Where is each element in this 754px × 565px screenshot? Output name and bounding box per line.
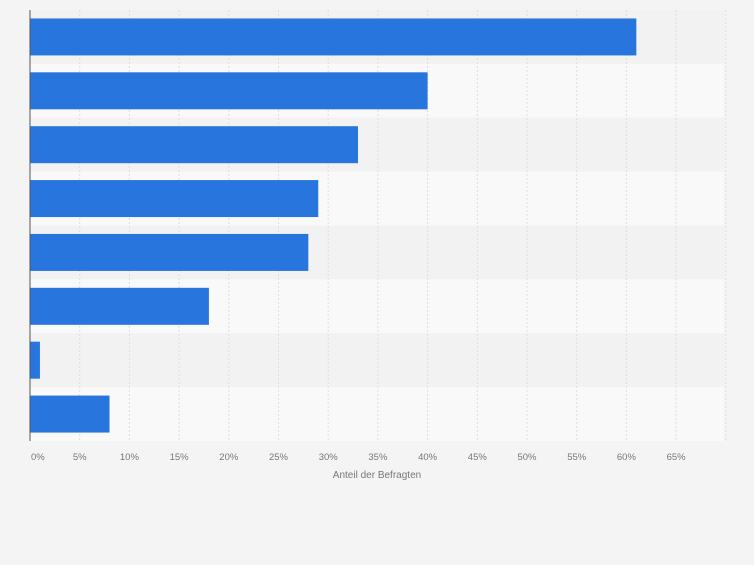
x-tick-label: 0% bbox=[31, 452, 45, 463]
bar bbox=[30, 287, 209, 325]
x-tick-label: 65% bbox=[667, 452, 687, 463]
x-tick-label: 45% bbox=[468, 452, 488, 463]
x-tick-label: 40% bbox=[418, 452, 438, 463]
x-tick-label: 50% bbox=[517, 452, 537, 463]
row-band bbox=[30, 333, 724, 388]
x-tick-label: 25% bbox=[269, 452, 289, 463]
row-band bbox=[30, 387, 724, 441]
x-tick-label: 10% bbox=[120, 452, 140, 463]
x-axis-title: Anteil der Befragten bbox=[333, 470, 421, 481]
x-tick-label: 60% bbox=[617, 452, 637, 463]
bar bbox=[30, 180, 319, 218]
x-tick-label: 30% bbox=[319, 452, 339, 463]
bar bbox=[30, 18, 637, 56]
bar bbox=[30, 233, 309, 271]
bars bbox=[30, 18, 637, 433]
x-tick-label: 15% bbox=[170, 452, 190, 463]
bar bbox=[30, 395, 110, 433]
x-tick-labels: 0% 5% 10% 15% 20% 25% 30% 35% 40% 45% 50% 55% 60% 65% bbox=[31, 452, 686, 463]
x-tick-label: 5% bbox=[73, 452, 87, 463]
bar bbox=[30, 72, 428, 110]
bar bbox=[30, 341, 40, 379]
x-tick-label: 20% bbox=[219, 452, 239, 463]
bar bbox=[30, 126, 359, 164]
x-tick-label: 55% bbox=[567, 452, 587, 463]
x-tick-label: 35% bbox=[368, 452, 388, 463]
